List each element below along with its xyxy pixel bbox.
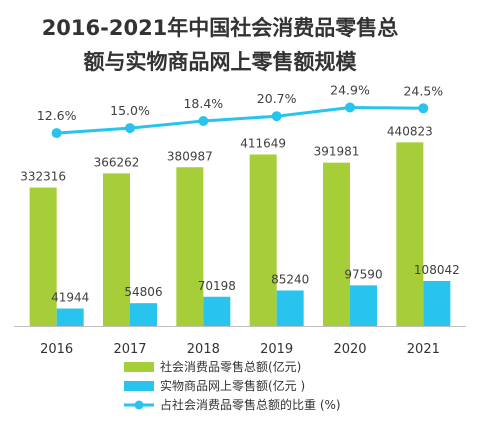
percentage-label-2019: 20.7% xyxy=(257,91,297,106)
bar-total-2020 xyxy=(323,162,350,326)
chart-title-line-2: 额与实物商品网上零售额规模 xyxy=(84,50,358,74)
bar-total-label-2017: 366262 xyxy=(94,155,140,169)
percentage-label-2016: 12.6% xyxy=(37,108,77,123)
percentage-label-2021: 24.5% xyxy=(403,83,443,98)
percentage-point-2019 xyxy=(271,111,282,122)
legend-swatch-percentage-point xyxy=(134,400,144,410)
percentage-line-layer: 12.6% 15.0% 18.4% 20.7% 24.9% 24.5% xyxy=(37,82,443,139)
bar-total-label-2018: 380987 xyxy=(167,149,213,163)
percentage-point-2016 xyxy=(51,128,62,139)
bar-online-2018 xyxy=(203,296,231,326)
bar-total-2018 xyxy=(176,167,204,326)
bar-online-label-2016: 41944 xyxy=(51,291,89,305)
legend-label-total: 社会消费品零售总额(亿元) xyxy=(160,359,301,374)
bar-online-label-2020: 97590 xyxy=(344,267,382,281)
percentage-point-2017 xyxy=(125,123,135,134)
percentage-point-2020 xyxy=(345,102,355,113)
x-tick-label-2020: 2020 xyxy=(333,342,366,357)
x-tick-label-2017: 2017 xyxy=(113,342,146,357)
bar-online-2017 xyxy=(130,303,157,326)
bar-total-2021 xyxy=(396,142,424,326)
legend-label-percentage: 占社会消费品零售总额的比重 (%) xyxy=(160,397,341,412)
x-tick-label-2021: 2021 xyxy=(407,342,440,357)
bar-total-label-2020: 391981 xyxy=(314,145,360,159)
bar-total-2016 xyxy=(29,187,57,326)
bar-online-label-2021: 108042 xyxy=(414,263,460,277)
percentage-label-2020: 24.9% xyxy=(330,82,370,97)
x-tick-label-2019: 2019 xyxy=(260,342,293,357)
legend-label-online: 实物商品网上零售额(亿元 ) xyxy=(160,378,305,393)
bar-online-2021 xyxy=(423,280,451,326)
x-axis: 2016 2017 2018 2019 2020 2021 xyxy=(14,326,466,357)
bar-online-label-2017: 54806 xyxy=(124,285,162,299)
x-tick-label-2016: 2016 xyxy=(40,342,73,357)
legend-swatch-total xyxy=(124,362,154,372)
bar-online-2019 xyxy=(276,290,304,326)
percentage-label-2018: 18.4% xyxy=(183,96,223,111)
percentage-point-2018 xyxy=(198,116,209,126)
bar-total-2019 xyxy=(249,154,277,326)
bar-online-label-2019: 85240 xyxy=(271,272,309,286)
legend-swatch-online xyxy=(124,381,154,391)
bar-online-2016 xyxy=(56,308,84,326)
x-tick-label-2018: 2018 xyxy=(187,342,220,357)
percentage-line xyxy=(56,105,424,135)
legend: 社会消费品零售总额(亿元) 实物商品网上零售额(亿元 ) 占社会消费品零售总额的比重… xyxy=(124,359,341,412)
percentage-label-2017: 15.0% xyxy=(110,103,150,118)
bar-total-label-2021: 440823 xyxy=(387,124,433,138)
chart-title-line-1: 2016-2021年中国社会消费品零售总 xyxy=(42,16,399,40)
bars-layer: 332316 41944 366262 54806 380987 70198 411649 8… xyxy=(20,124,460,326)
bar-total-label-2019: 411649 xyxy=(240,136,286,150)
percentage-point-2021 xyxy=(418,103,429,114)
bar-online-label-2018: 70198 xyxy=(198,279,236,293)
bar-total-label-2016: 332316 xyxy=(20,170,66,184)
bar-online-2020 xyxy=(350,285,377,326)
bar-total-2017 xyxy=(103,173,130,326)
